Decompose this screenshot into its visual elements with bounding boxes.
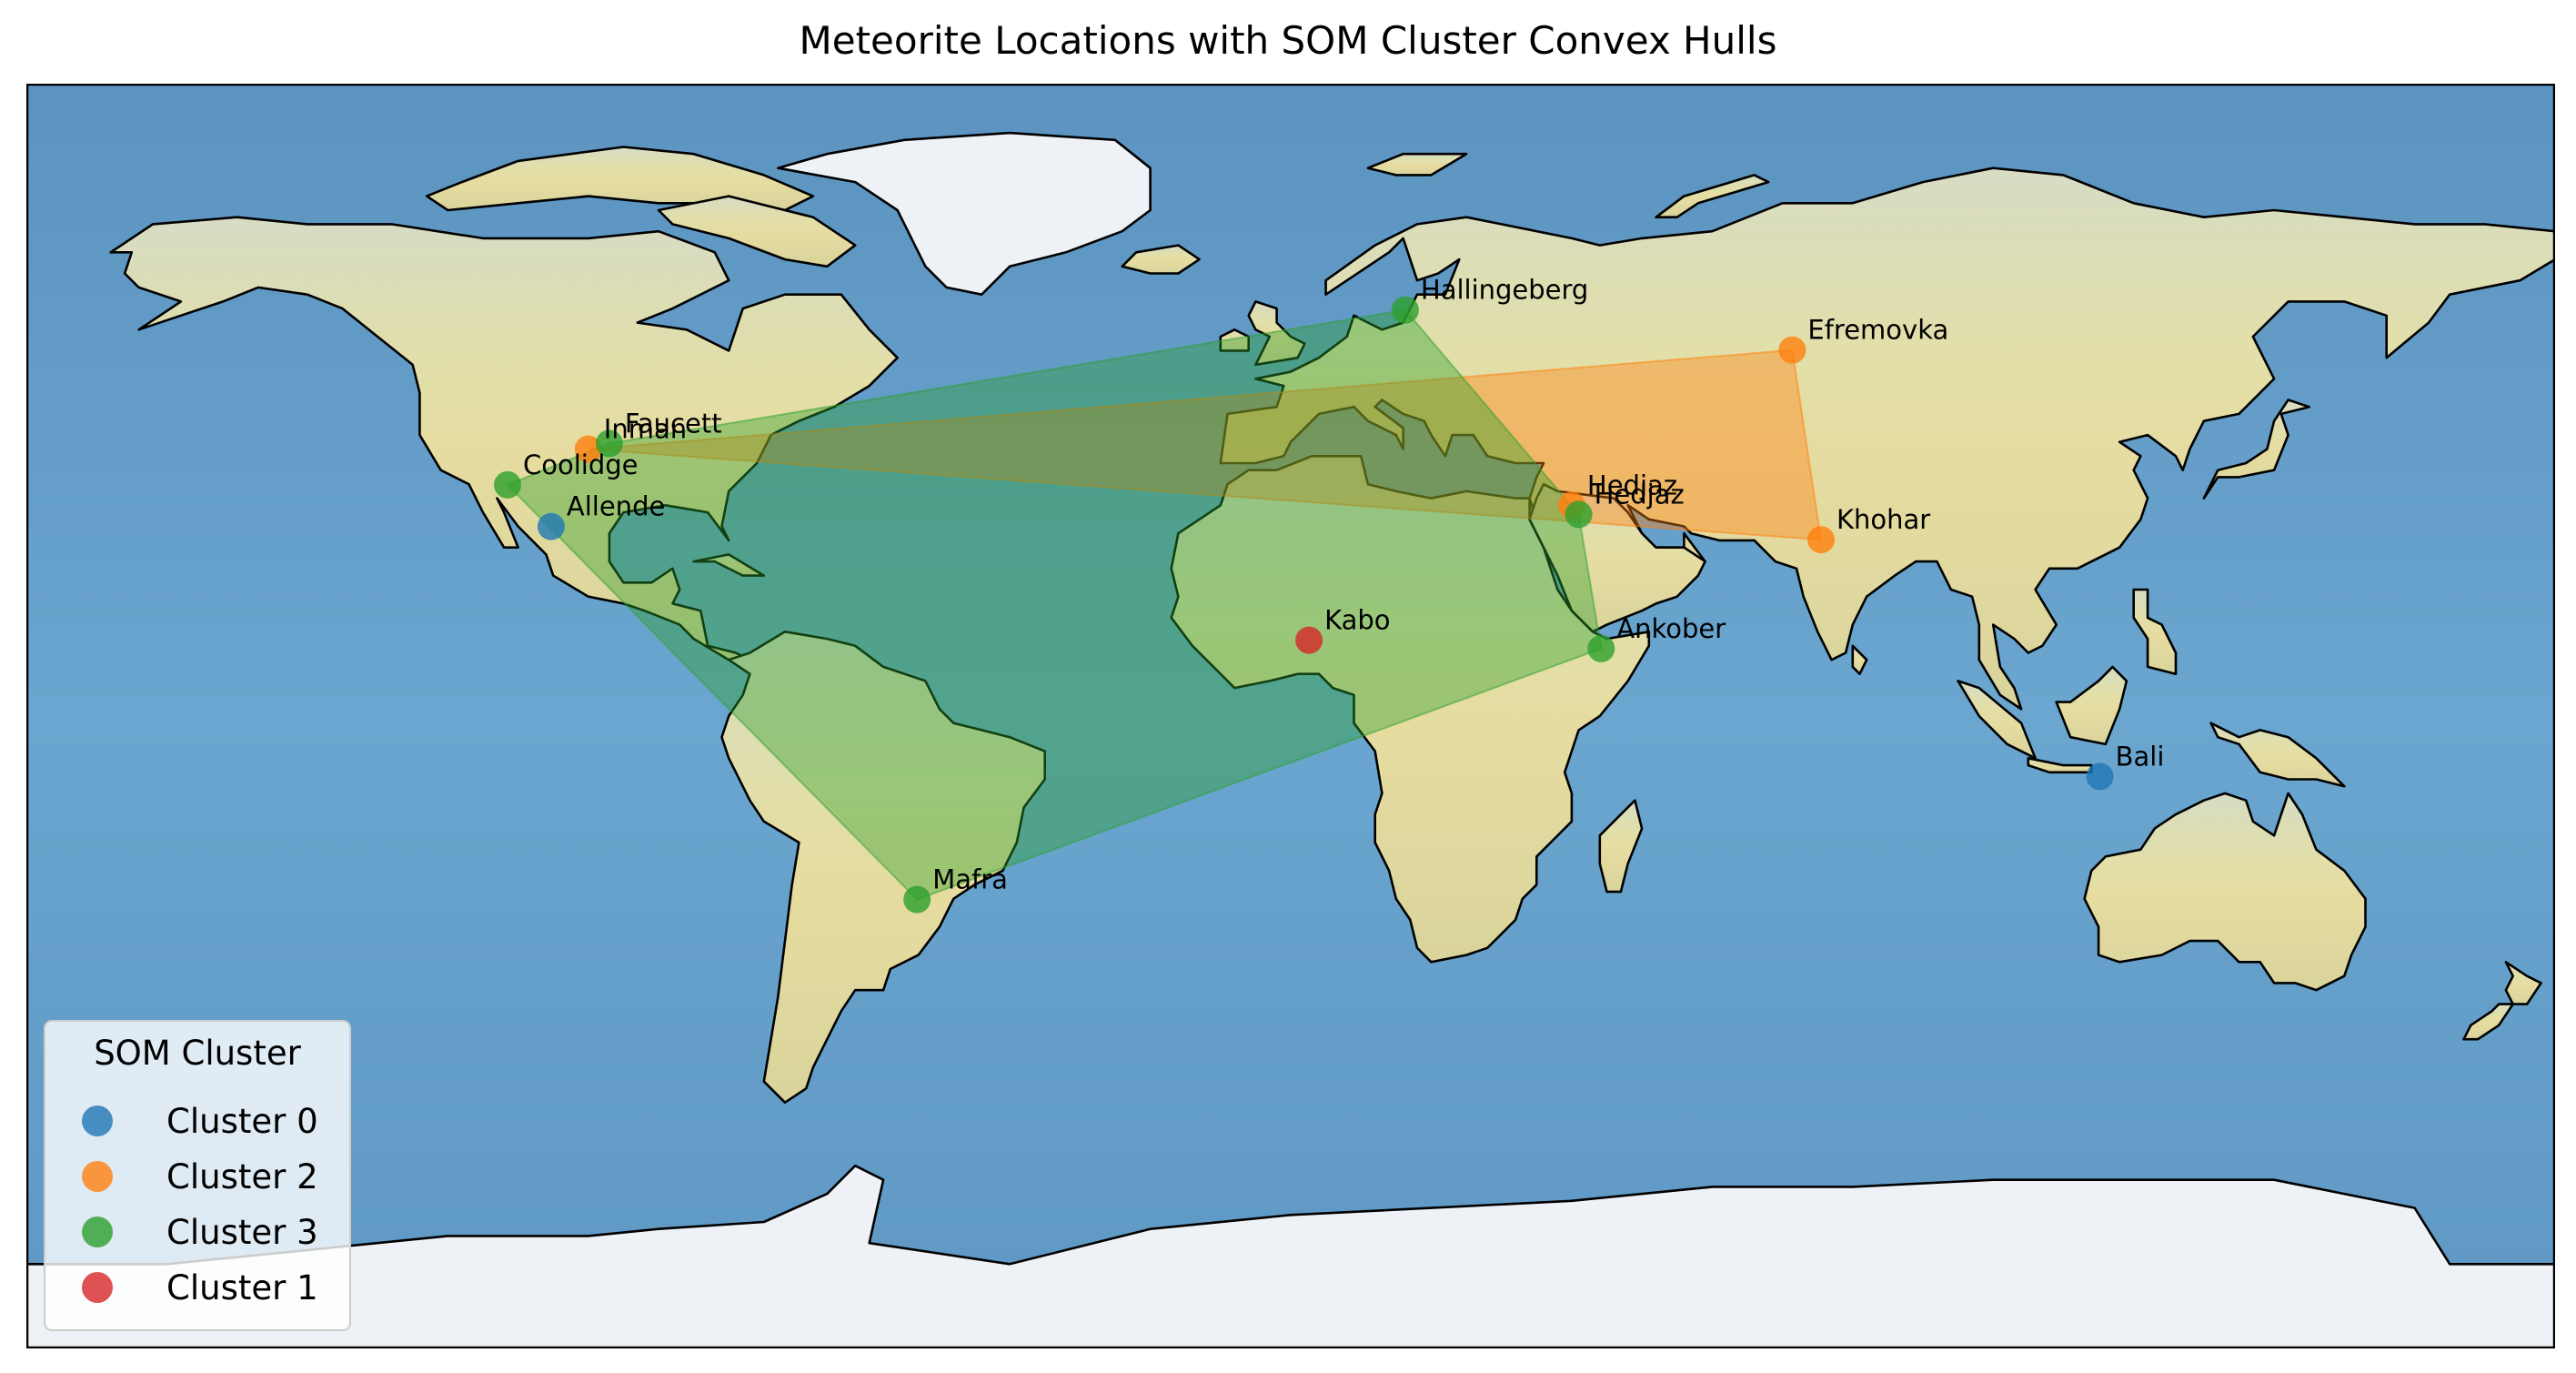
meteorite-point[interactable] [1807,526,1835,554]
sri-lanka [1851,644,1868,676]
meteorite-point[interactable] [2086,762,2114,791]
meteorite-labels: Allende Bali Inman Efremovka Khohar Hedjaz Fau… [523,275,2164,895]
meteorite-point[interactable] [1391,296,1419,324]
meteorite-points [494,296,2114,914]
africa [1170,454,1651,964]
meteorite-label: Khohar [1836,504,1930,535]
meteorite-label: Hedjaz [1587,469,1677,500]
meteorite-point[interactable] [1295,626,1323,654]
australia [2083,792,2367,992]
greenland [776,131,1152,296]
legend-box [44,1020,351,1331]
meteorite-point[interactable] [574,435,602,463]
map-frame [26,84,2555,1348]
south-america [720,630,1046,1104]
borneo [2055,665,2128,746]
eurasia [1219,167,2555,711]
meteorite-label: Allende [567,491,665,522]
legend-marker [82,1272,113,1303]
meteorite-point[interactable] [1778,336,1806,364]
map-title: Meteorite Locations with SOM Cluster Con… [799,18,1777,63]
iceland [1121,244,1201,275]
novaya-zemlya [1655,174,1770,218]
meteorite-point[interactable] [595,429,623,458]
meteorite-label: Faucett [625,408,722,439]
madagascar [1598,799,1644,893]
meteorite-label: Hedjaz [1595,479,1685,510]
cuba [692,553,766,577]
new-guinea [2209,722,2346,788]
antarctica [26,1164,2555,1348]
japan [2202,399,2310,500]
new-zealand-north [2504,960,2542,1005]
svalbard [1366,152,1468,177]
cluster-2-hull [588,348,1823,541]
great-britain [1247,300,1306,367]
meteorite-label: Efremovka [1807,315,1948,346]
meteorite-point[interactable] [537,512,565,540]
ireland [1219,328,1250,352]
legend-label: Cluster 3 [166,1213,318,1252]
land-masses [26,131,2555,1348]
sumatra [1957,680,2037,760]
legend-label: Cluster 2 [166,1157,318,1196]
meteorite-point[interactable] [494,470,521,499]
meteorite-label: Ankober [1616,613,1726,644]
legend: SOM Cluster Cluster 0 Cluster 2 Cluster 3 Cl… [44,1020,351,1331]
philippines [2132,588,2178,676]
meteorite-label: Mafra [932,864,1008,895]
legend-label: Cluster 1 [166,1268,318,1307]
meteorite-label: Coolidge [523,449,639,480]
north-america [109,216,899,661]
legend-marker [82,1161,113,1192]
meteorite-label: Inman [604,414,687,445]
legend-marker [82,1105,113,1136]
meteorite-label: Bali [2116,741,2165,772]
meteorite-point[interactable] [1587,634,1615,662]
world-map[interactable]: Allende Bali Inman Efremovka Khohar Hedjaz Fau… [26,84,2555,1348]
meteorite-point[interactable] [903,885,931,914]
legend-marker [82,1217,113,1247]
canadian-archipelago [425,146,815,212]
meteorite-label: Hallingeberg [1421,275,1588,306]
new-zealand-south [2462,1003,2514,1041]
baffin-island [657,195,857,268]
meteorite-point[interactable] [1565,500,1593,529]
meteorite-label: Kabo [1324,605,1390,636]
legend-label: Cluster 0 [166,1102,318,1141]
legend-title: SOM Cluster [94,1034,301,1073]
